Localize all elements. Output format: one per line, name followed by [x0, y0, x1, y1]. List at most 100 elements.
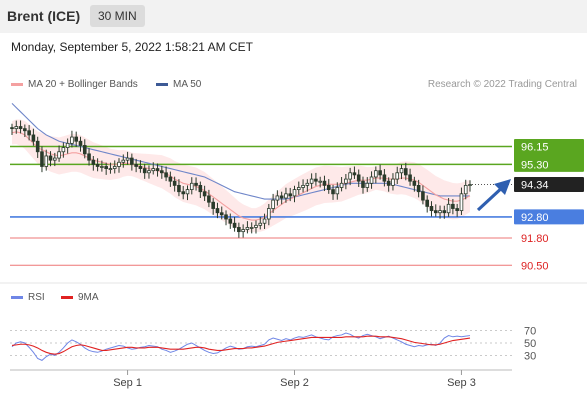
candle-body	[309, 178, 314, 184]
candle-body	[314, 178, 318, 182]
candle	[108, 162, 113, 174]
candle-body	[382, 174, 387, 182]
candle-body	[27, 130, 31, 136]
candle	[40, 146, 44, 173]
candle-body	[421, 191, 425, 201]
candle	[202, 185, 207, 202]
candle-body	[91, 159, 96, 165]
candle-body	[202, 191, 207, 197]
candle-body	[258, 222, 263, 226]
candle	[189, 177, 194, 195]
candle-body	[344, 178, 348, 184]
candle-body	[463, 184, 468, 195]
candle	[211, 198, 215, 215]
candle	[267, 203, 271, 226]
candle	[421, 185, 425, 205]
last-price-label-tag	[514, 177, 584, 193]
candle	[275, 190, 280, 206]
candle-body	[348, 172, 352, 180]
candle	[130, 153, 134, 171]
candle	[245, 221, 250, 234]
candle	[121, 154, 126, 168]
candle-body	[194, 182, 198, 186]
candle	[44, 149, 49, 171]
candle-body	[87, 153, 91, 161]
candle	[356, 169, 361, 187]
candle	[339, 176, 344, 192]
candle-body	[284, 193, 288, 199]
candle-body	[378, 170, 382, 176]
candle-body	[262, 218, 267, 224]
research-credit: Research © 2022 Trading Central	[427, 79, 577, 90]
candle-body	[288, 193, 293, 197]
candle-body	[408, 174, 412, 182]
candle	[305, 179, 310, 192]
candle	[374, 166, 378, 184]
candle-body	[446, 203, 451, 214]
candle-body	[108, 168, 113, 170]
candle-body	[356, 174, 361, 182]
candle	[177, 179, 181, 197]
candle-body	[53, 157, 57, 161]
rsi-tick-label: 30	[524, 350, 536, 362]
candle	[78, 136, 83, 152]
candle-body	[237, 227, 241, 233]
rsi-ma-swatch-icon	[61, 296, 73, 299]
candle-body	[130, 157, 134, 165]
candle-body	[160, 170, 164, 174]
bollinger-band	[12, 119, 470, 233]
legend-rsi-ma-label: 9MA	[78, 292, 99, 303]
candle	[207, 189, 211, 208]
candle-body	[365, 182, 370, 188]
candle	[288, 187, 293, 202]
candle-body	[70, 136, 74, 144]
candle	[82, 139, 87, 159]
candle	[442, 205, 447, 219]
candle	[403, 162, 408, 181]
candle	[399, 164, 404, 180]
candle	[104, 162, 108, 175]
candle	[147, 165, 151, 179]
candle-body	[249, 227, 254, 229]
candle	[181, 186, 186, 200]
candle	[91, 156, 96, 171]
candle	[326, 179, 331, 194]
rsi-swatch-icon	[11, 296, 23, 299]
level-label-91.80-text: 91.80	[521, 233, 549, 245]
rsi-line	[11, 332, 471, 361]
candle	[301, 179, 305, 193]
candle-body	[215, 208, 220, 214]
last-price-label-text: 94.34	[521, 180, 549, 192]
candle	[35, 136, 40, 158]
timeframe-badge[interactable]: 30 MIN	[90, 5, 145, 27]
candle-body	[104, 166, 108, 169]
candle-body	[40, 151, 44, 167]
candle-body	[18, 126, 23, 130]
candle-body	[459, 193, 464, 212]
candle	[134, 158, 138, 173]
chart-header: Brent (ICE) 30 MIN	[0, 0, 587, 33]
candle	[446, 198, 451, 217]
trend-arrow-head-icon	[494, 179, 511, 195]
candle	[262, 213, 267, 229]
candle-body	[121, 159, 126, 163]
candle-body	[125, 157, 130, 161]
candle	[138, 160, 143, 173]
level-label-92.80-text: 92.80	[521, 212, 549, 224]
candle-body	[352, 172, 357, 176]
candle-body	[386, 180, 391, 186]
candle	[309, 173, 314, 189]
candle-body	[224, 214, 228, 220]
candle	[386, 177, 391, 192]
rsi-tick-label: 50	[524, 338, 536, 350]
candle	[87, 148, 91, 166]
candle-body	[416, 184, 421, 193]
candle-body	[305, 182, 310, 186]
timestamp: Monday, September 5, 2022 1:58:21 AM CET	[11, 40, 253, 54]
candle-body	[228, 218, 233, 224]
candle-body	[296, 187, 301, 191]
candle-body	[14, 126, 19, 130]
candle-body	[189, 182, 194, 191]
candle	[215, 202, 220, 219]
